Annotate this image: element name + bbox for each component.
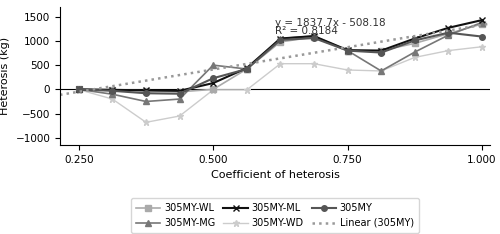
- 305MY: [446, 31, 452, 34]
- 305MY-WD: [378, 69, 384, 72]
- Line: 305MY-WD: 305MY-WD: [76, 43, 486, 126]
- 305MY: [479, 35, 485, 38]
- Y-axis label: Heterosis (kg): Heterosis (kg): [0, 37, 10, 115]
- 305MY-WD: [143, 121, 149, 124]
- Linear (305MY): [450, 28, 456, 31]
- 305MY: [210, 77, 216, 80]
- 305MY-ML: [378, 49, 384, 52]
- 305MY-ML: [446, 26, 452, 29]
- 305MY: [378, 51, 384, 54]
- 305MY-WL: [76, 88, 82, 91]
- 305MY: [176, 92, 182, 95]
- Text: R² = 0.8184: R² = 0.8184: [275, 26, 338, 37]
- 305MY-WL: [479, 22, 485, 25]
- 305MY-WL: [244, 68, 250, 70]
- 305MY-MG: [278, 37, 283, 40]
- 305MY-WL: [110, 88, 116, 91]
- 305MY-ML: [278, 37, 283, 40]
- 305MY-WD: [446, 49, 452, 52]
- 305MY-MG: [378, 69, 384, 72]
- 305MY-MG: [479, 21, 485, 24]
- 305MY: [143, 92, 149, 95]
- Linear (305MY): [74, 91, 80, 93]
- 305MY-MG: [110, 93, 116, 96]
- 305MY-WD: [412, 56, 418, 59]
- Linear (305MY): [57, 93, 63, 96]
- 305MY-WD: [76, 88, 82, 91]
- 305MY-WL: [176, 90, 182, 93]
- 305MY: [76, 88, 82, 91]
- 305MY-WL: [143, 89, 149, 92]
- 305MY-ML: [344, 49, 350, 51]
- 305MY-ML: [311, 35, 317, 37]
- 305MY-WL: [278, 40, 283, 43]
- Line: 305MY: 305MY: [76, 30, 484, 96]
- 305MY: [344, 49, 350, 52]
- 305MY-WD: [479, 45, 485, 48]
- 305MY-MG: [244, 68, 250, 70]
- 305MY-WL: [378, 49, 384, 52]
- X-axis label: Coefficient of heterosis: Coefficient of heterosis: [210, 170, 340, 180]
- 305MY: [278, 39, 283, 41]
- 305MY-MG: [176, 98, 182, 100]
- 305MY: [311, 37, 317, 39]
- Linear (305MY): [487, 22, 493, 25]
- 305MY-WD: [244, 88, 250, 91]
- 305MY-WL: [311, 36, 317, 38]
- Legend: 305MY-WL, 305MY-MG, 305MY-ML, 305MY-WD, 305MY, Linear (305MY): 305MY-WL, 305MY-MG, 305MY-ML, 305MY-WD, …: [132, 198, 418, 233]
- 305MY-ML: [110, 88, 116, 91]
- Linear (305MY): [466, 26, 471, 29]
- Line: 305MY-WL: 305MY-WL: [76, 21, 484, 95]
- 305MY-ML: [210, 82, 216, 84]
- 305MY-MG: [143, 100, 149, 103]
- 305MY-WD: [110, 98, 116, 100]
- Line: 305MY-MG: 305MY-MG: [76, 20, 484, 104]
- 305MY-MG: [446, 34, 452, 37]
- 305MY-WL: [210, 88, 216, 91]
- 305MY-ML: [479, 19, 485, 22]
- 305MY-WD: [278, 62, 283, 65]
- 305MY-MG: [412, 51, 418, 54]
- Linear (305MY): [172, 74, 177, 77]
- 305MY-WD: [176, 115, 182, 117]
- Line: Linear (305MY): Linear (305MY): [60, 24, 490, 95]
- Linear (305MY): [83, 89, 89, 92]
- 305MY: [244, 68, 250, 70]
- Linear (305MY): [137, 80, 143, 83]
- 305MY-WL: [446, 32, 452, 35]
- 305MY-MG: [210, 64, 216, 66]
- 305MY-ML: [76, 88, 82, 91]
- Line: 305MY-ML: 305MY-ML: [76, 17, 486, 94]
- 305MY: [412, 39, 418, 42]
- 305MY-WL: [344, 49, 350, 52]
- 305MY-ML: [143, 89, 149, 92]
- 305MY: [110, 89, 116, 92]
- 305MY-ML: [176, 89, 182, 92]
- 305MY-WD: [311, 62, 317, 65]
- 305MY-WD: [210, 88, 216, 91]
- 305MY-ML: [412, 37, 418, 40]
- 305MY-WL: [412, 42, 418, 45]
- 305MY-MG: [76, 88, 82, 91]
- 305MY-ML: [244, 67, 250, 69]
- 305MY-MG: [344, 49, 350, 52]
- 305MY-WD: [344, 69, 350, 71]
- 305MY-MG: [311, 35, 317, 37]
- Text: y = 1837.7x - 508.18: y = 1837.7x - 508.18: [275, 18, 386, 28]
